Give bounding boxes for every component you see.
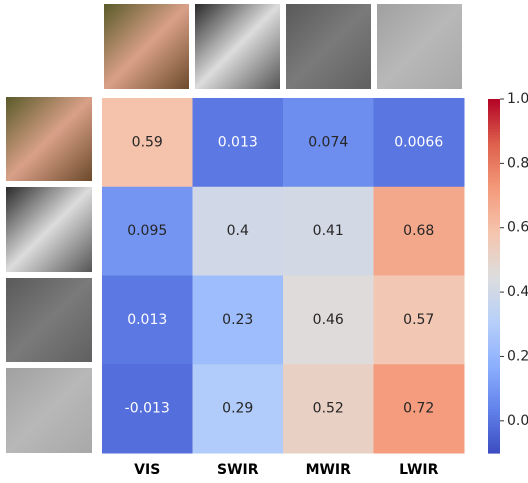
cell-label: 0.0066 [394, 134, 443, 150]
cell-label: 0.59 [132, 134, 163, 150]
colorbar-tick-label: 0.8 [507, 155, 528, 171]
chart: 0.590.0130.0740.00660.0950.40.410.680.01… [0, 0, 528, 483]
colorbar-tick-label: 0.6 [507, 220, 528, 236]
cell-label: 0.29 [222, 401, 253, 417]
colorbar [488, 99, 500, 454]
cell-label: 0.013 [218, 134, 258, 150]
colorbar-tick-label: 0.2 [507, 348, 528, 364]
cell-label: 0.46 [313, 312, 344, 328]
face-image [377, 4, 462, 89]
face-image [195, 4, 280, 89]
cell-label: -0.013 [125, 401, 170, 417]
column-images [104, 4, 462, 89]
face-image [286, 4, 371, 89]
cell-label: 0.41 [313, 223, 344, 239]
face-image [6, 368, 92, 453]
cell-label: 0.4 [227, 223, 249, 239]
colorbar-tick-label: 0.0 [507, 413, 528, 429]
cell-label: 0.095 [127, 223, 167, 239]
cell-label: 0.68 [403, 223, 434, 239]
x-tick-label: LWIR [399, 462, 438, 478]
face-image [6, 278, 92, 362]
x-tick-label: MWIR [306, 462, 352, 478]
cell-label: 0.57 [403, 312, 434, 328]
cell-label: 0.52 [313, 401, 344, 417]
colorbar-tick-label: 1.0 [507, 91, 528, 107]
cell-label: 0.013 [127, 312, 167, 328]
row-images [6, 97, 92, 453]
colorbar-tick-label: 0.4 [507, 284, 528, 300]
face-image [104, 4, 189, 89]
face-image [6, 187, 92, 272]
cell-label: 0.72 [403, 401, 434, 417]
cell-label: 0.074 [308, 134, 348, 150]
cell-label: 0.23 [222, 312, 253, 328]
x-tick-label: VIS [134, 462, 160, 478]
colorbar-segment [488, 99, 500, 103]
face-image [6, 97, 92, 181]
x-tick-label: SWIR [217, 462, 259, 478]
